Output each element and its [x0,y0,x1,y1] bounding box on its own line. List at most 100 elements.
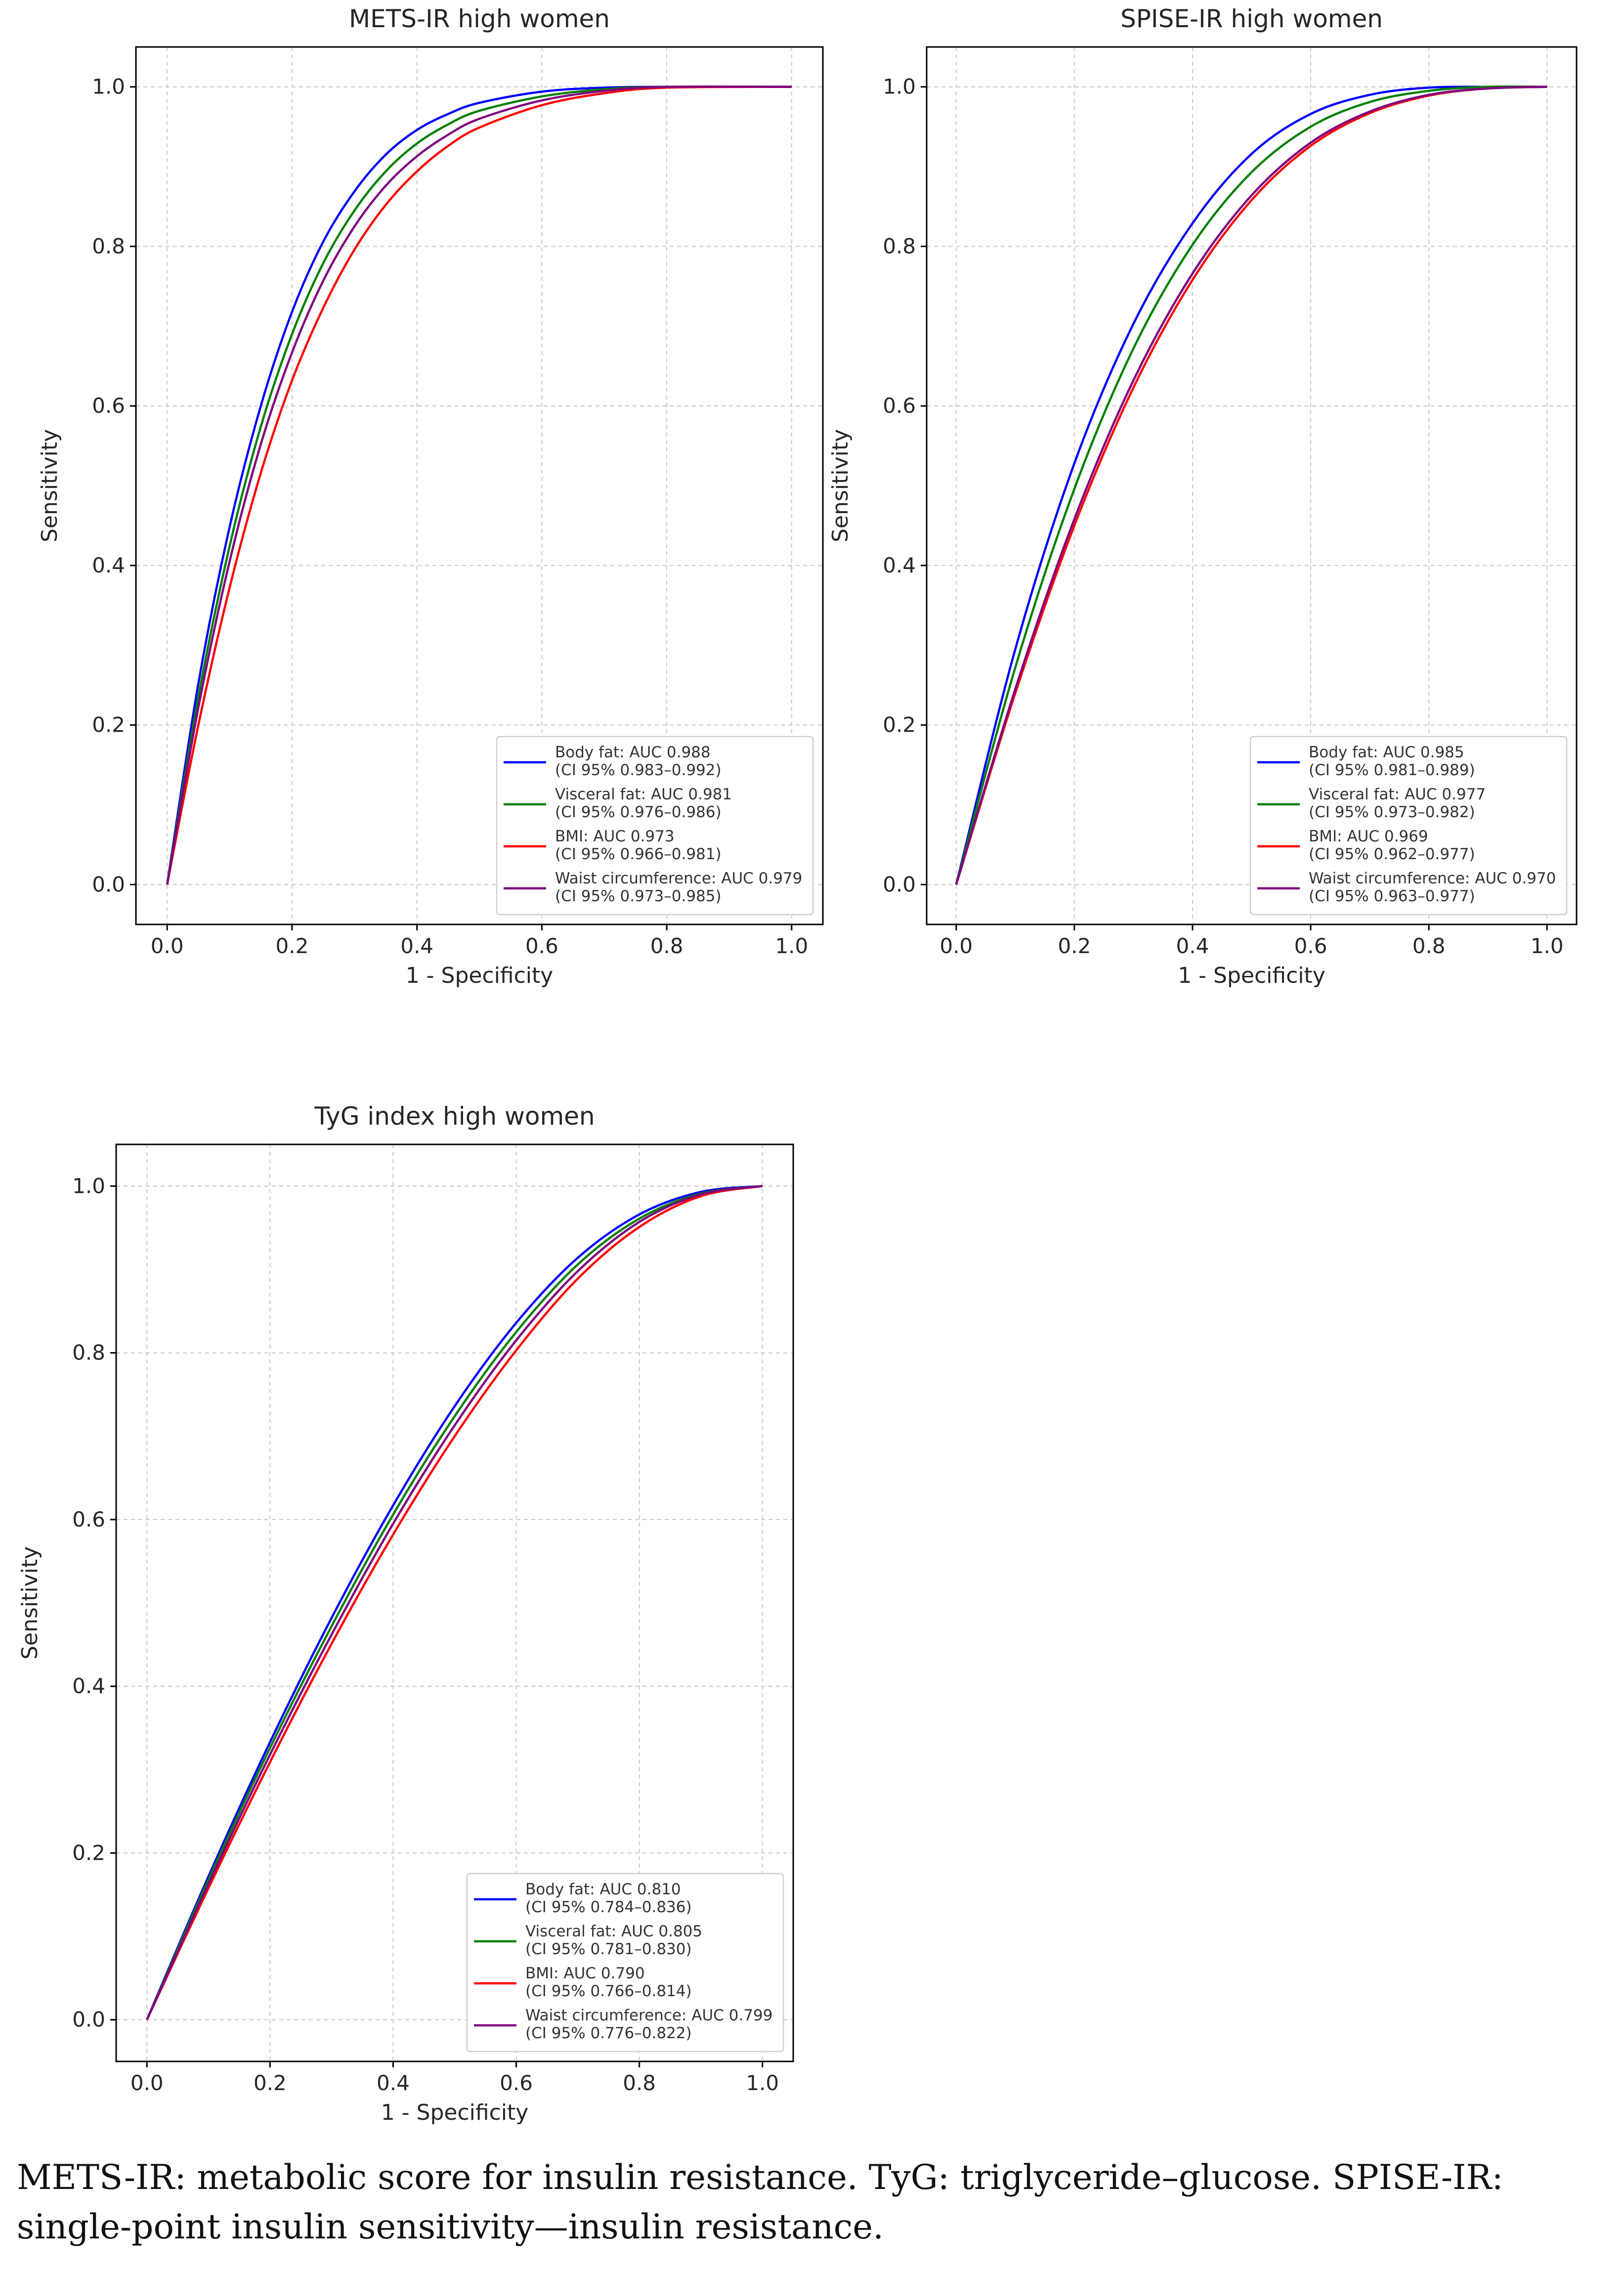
plot-frame [926,46,1578,925]
ticks: 0.0 0.2 0.4 0.6 0.8 1.0 0.0 0.2 0.4 0.6 0.8 1.0 [883,75,1563,958]
legend-ci-bmi: (CI 95% 0.766–0.814) [525,1982,692,2000]
x-tick-label: 0.8 [1412,934,1446,958]
legend-ci-bmi: (CI 95% 0.966–0.981) [555,845,722,863]
y-tick-label: 0.8 [92,234,125,258]
legend-ci-waist-circumference: (CI 95% 0.963–0.977) [1309,887,1475,905]
y-tick-label: 0.0 [92,872,125,896]
series-line-body-fat [955,86,1547,885]
x-tick-label: 1.0 [775,934,808,958]
chart-tyg-index: 0.0 0.2 0.4 0.6 0.8 1.0 0.0 0.2 0.4 0.6 0.8 1.0 TyG … [17,1102,811,2141]
y-tick-label: 0.2 [72,1840,105,1865]
legend-box [1249,736,1568,916]
legend-ci-visceral-fat: (CI 95% 0.781–0.830) [525,1940,692,1958]
series-line-visceral-fat [166,86,792,885]
legend-ci-visceral-fat: (CI 95% 0.976–0.986) [555,803,722,821]
y-tick-label: 0.4 [883,553,916,577]
legend-label-visceral-fat: Visceral fat: AUC 0.981 [555,786,732,803]
chart-mets-ir: 0.0 0.2 0.4 0.6 0.8 1.0 0.0 0.2 0.4 0.6 0.8 1.0 METS… [37,0,824,999]
x-tick-label: 0.4 [1176,934,1209,958]
x-tick-label: 1.0 [1531,934,1564,958]
x-axis-label: 1 - Specificity [406,963,554,988]
series-group [166,85,792,885]
legend-ci-body-fat: (CI 95% 0.981–0.989) [1309,761,1475,779]
legend-label-visceral-fat: Visceral fat: AUC 0.805 [525,1923,702,1940]
plot-frame [135,46,824,925]
series-group [146,1185,763,2020]
chart-svg: 0.0 0.2 0.4 0.6 0.8 1.0 0.0 0.2 0.4 0.6 0.8 1.0 SPIS… [828,4,1578,988]
y-tick-label: 0.6 [92,394,125,418]
series-line-bmi [146,1185,763,2020]
y-axis-label: Sensitivity [828,429,853,542]
legend-label-bmi: BMI: AUC 0.973 [555,828,675,845]
chart-svg: 0.0 0.2 0.4 0.6 0.8 1.0 0.0 0.2 0.4 0.6 0.8 1.0 TyG … [17,1102,794,2125]
legend: Body fat: AUC 0.988(CI 95% 0.983–0.992) V… [496,736,814,916]
y-tick-label: 0.0 [72,2008,105,2032]
y-tick-label: 0.0 [883,872,916,896]
legend: Body fat: AUC 0.985(CI 95% 0.981–0.989) V… [1249,736,1568,916]
x-tick-label: 0.4 [400,934,433,958]
x-tick-label: 0.4 [377,2071,410,2095]
series-line-waist-circumference [955,86,1547,885]
series-line-visceral-fat [955,85,1547,885]
x-tick-label: 0.2 [276,934,309,958]
legend-box [496,736,814,916]
legend-label-bmi: BMI: AUC 0.969 [1309,828,1428,845]
y-tick-label: 0.8 [883,234,916,258]
figure-caption: METS-IR: metabolic score for insulin res… [17,2158,1503,2247]
chart-svg: 0.0 0.2 0.4 0.6 0.8 1.0 0.0 0.2 0.4 0.6 0.8 1.0 METS… [37,4,824,988]
series-line-waist-circumference [146,1185,763,2020]
legend-ci-visceral-fat: (CI 95% 0.973–0.982) [1309,803,1475,821]
x-axis-label: 1 - Specificity [381,2100,529,2125]
y-axis-label: Sensitivity [17,1546,43,1660]
series-line-visceral-fat [146,1185,763,2020]
chart-title: METS-IR high women [349,4,610,33]
x-tick-label: 0.6 [525,934,558,958]
y-tick-label: 1.0 [72,1174,105,1198]
ticks: 0.0 0.2 0.4 0.6 0.8 1.0 0.0 0.2 0.4 0.6 0.8 1.0 [92,75,808,958]
legend-ci-bmi: (CI 95% 0.962–0.977) [1309,845,1475,863]
x-tick-label: 0.6 [1294,934,1327,958]
series-line-waist-circumference [166,85,792,885]
y-tick-label: 1.0 [92,75,125,99]
y-tick-label: 0.4 [92,553,125,577]
y-tick-label: 0.4 [72,1674,105,1698]
legend-box [466,1873,784,2053]
y-tick-label: 1.0 [883,75,916,99]
legend-ci-waist-circumference: (CI 95% 0.973–0.985) [555,887,722,905]
legend-label-waist-circumference: Waist circumference: AUC 0.979 [555,870,802,887]
x-tick-label: 0.0 [130,2071,164,2095]
x-axis-label: 1 - Specificity [1178,963,1325,988]
legend-ci-waist-circumference: (CI 95% 0.776–0.822) [525,2024,692,2042]
legend-label-body-fat: Body fat: AUC 0.988 [555,743,711,761]
x-tick-label: 0.2 [254,2071,287,2095]
legend-label-waist-circumference: Waist circumference: AUC 0.970 [1309,870,1556,887]
x-tick-label: 0.0 [940,934,973,958]
legend-label-bmi: BMI: AUC 0.790 [525,1965,645,1982]
ticks: 0.0 0.2 0.4 0.6 0.8 1.0 0.0 0.2 0.4 0.6 0.8 1.0 [72,1174,779,2095]
x-tick-label: 0.6 [500,2071,533,2095]
y-tick-label: 0.6 [883,394,916,418]
x-tick-label: 0.0 [151,934,184,958]
legend-label-waist-circumference: Waist circumference: AUC 0.799 [525,2007,772,2024]
grid [136,47,823,924]
y-tick-label: 0.2 [883,713,916,737]
x-tick-label: 1.0 [746,2071,779,2095]
chart-spise-ir: 0.0 0.2 0.4 0.6 0.8 1.0 0.0 0.2 0.4 0.6 0.8 1.0 SPIS… [828,0,1581,999]
x-tick-label: 0.2 [1058,934,1091,958]
series-line-body-fat [146,1185,763,2020]
y-tick-label: 0.8 [72,1341,105,1365]
legend-label-body-fat: Body fat: AUC 0.810 [525,1880,681,1898]
y-axis-label: Sensitivity [37,429,62,542]
y-tick-label: 0.2 [92,713,125,737]
x-tick-label: 0.8 [623,2071,656,2095]
y-tick-label: 0.6 [72,1507,105,1531]
chart-title: TyG index high women [314,1102,595,1131]
plot-frame [115,1143,794,2062]
legend-ci-body-fat: (CI 95% 0.784–0.836) [525,1898,692,1916]
x-tick-label: 0.8 [650,934,684,958]
chart-title: SPISE-IR high women [1120,4,1383,33]
series-line-body-fat [166,86,792,885]
series-line-bmi [166,86,792,885]
legend-label-body-fat: Body fat: AUC 0.985 [1309,743,1464,761]
series-group [955,85,1547,885]
